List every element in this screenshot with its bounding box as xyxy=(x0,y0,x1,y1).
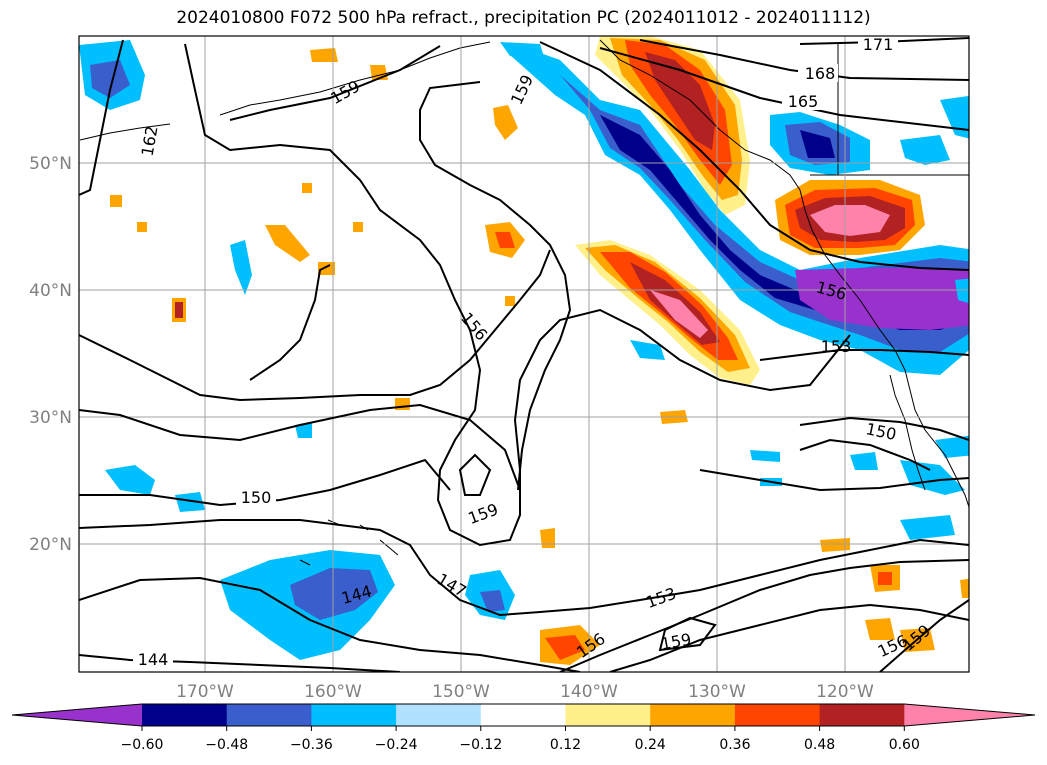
colorbar-tick-label: −0.60 xyxy=(121,737,164,753)
map-frame xyxy=(78,35,970,673)
lat-label-20n: 20°N xyxy=(29,535,72,555)
lon-label-140w: 140°W xyxy=(560,682,618,702)
colorbar-extend-right xyxy=(904,704,1035,726)
contour-label: 150 xyxy=(241,488,272,507)
colorbar: −0.60 −0.48 −0.36 −0.24 −0.12 0.12 0.24 0.36 0.4… xyxy=(11,703,1036,753)
colorbar-tick-label: −0.24 xyxy=(375,737,418,753)
lon-label-120w: 120°W xyxy=(816,682,874,702)
colorbar-extend-left xyxy=(12,704,142,726)
contour-label: 168 xyxy=(805,64,836,83)
map-plot-area: 171 168 165 162 159 159 156 156 153 150 … xyxy=(79,35,969,672)
lon-label-170w: 170°W xyxy=(176,682,234,702)
colorbar-segment xyxy=(142,704,228,726)
longitude-labels: 170°W 160°W 150°W 140°W 130°W 120°W xyxy=(176,682,874,702)
colorbar-tick-label: 0.60 xyxy=(889,737,920,753)
colorbar-segment xyxy=(650,704,736,726)
lon-label-130w: 130°W xyxy=(688,682,746,702)
lon-label-160w: 160°W xyxy=(304,682,362,702)
colorbar-segment xyxy=(819,704,905,726)
colorbar-segment xyxy=(734,704,821,726)
contour-label: 144 xyxy=(138,650,169,669)
colorbar-tick-label: 0.48 xyxy=(804,737,835,753)
chart-title: 2024010800 F072 500 hPa refract., precip… xyxy=(176,8,871,28)
colorbar-segment xyxy=(311,704,397,726)
colorbar-tick-label: 0.36 xyxy=(719,737,750,753)
contour-label: 165 xyxy=(788,92,819,111)
colorbar-tick-label: −0.36 xyxy=(290,737,333,753)
colorbar-segment xyxy=(480,704,566,726)
colorbar-tick-label: 0.24 xyxy=(635,737,666,753)
contour-label: 171 xyxy=(863,35,894,54)
lat-label-30n: 30°N xyxy=(29,408,72,428)
neg-band-purple xyxy=(795,268,969,330)
colorbar-tick-label: −0.48 xyxy=(205,737,248,753)
contour-label: 153 xyxy=(821,337,852,356)
colorbar-tick-label: −0.12 xyxy=(459,737,502,753)
colorbar-segment xyxy=(565,704,651,726)
gridlines xyxy=(79,36,969,672)
lat-label-50n: 50°N xyxy=(29,154,72,174)
lon-label-150w: 150°W xyxy=(432,682,490,702)
latitude-labels: 50°N 40°N 30°N 20°N xyxy=(29,154,72,555)
lat-label-40n: 40°N xyxy=(29,281,72,301)
colorbar-tick-label: 0.12 xyxy=(550,737,581,753)
colorbar-segment xyxy=(396,704,482,726)
colorbar-segment xyxy=(226,704,312,726)
